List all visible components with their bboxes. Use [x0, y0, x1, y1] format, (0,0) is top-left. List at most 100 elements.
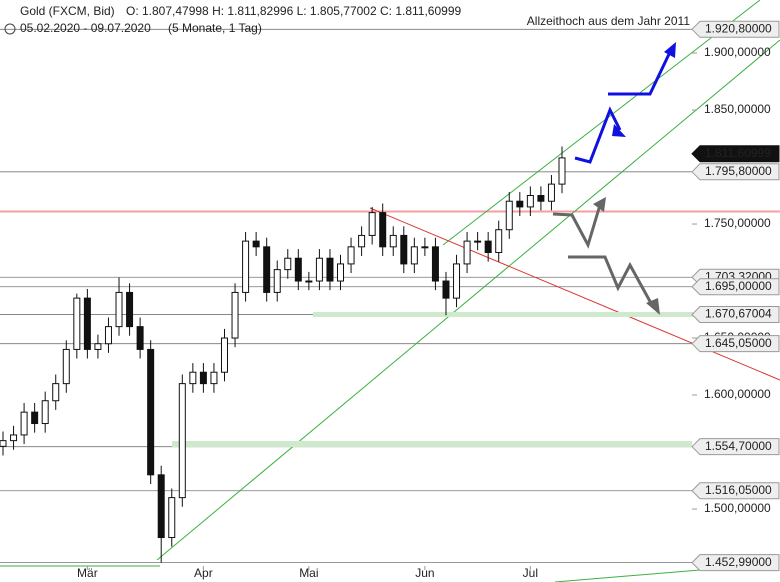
candle-body: [305, 280, 313, 283]
level-label: 1.554,70000: [705, 439, 772, 453]
x-tick-label: Apr: [194, 566, 213, 580]
candle-body: [315, 257, 323, 282]
level-label: 1.645,05000: [705, 336, 772, 350]
candle-body: [147, 348, 155, 476]
candle-body: [220, 337, 228, 373]
candle-body: [52, 383, 60, 402]
level-label: 1.516,05000: [705, 483, 772, 497]
candle-body: [157, 474, 165, 539]
scenario-arrow: [552, 204, 602, 249]
level-box: [691, 20, 780, 38]
header-period: (5 Monate, 1 Tag): [168, 21, 262, 35]
candle-body: [389, 234, 397, 248]
candle-body: [263, 246, 271, 293]
level-label: 1.452,99000: [705, 555, 772, 569]
clock-icon: [4, 23, 16, 35]
candle-body: [495, 229, 503, 254]
candle-body: [83, 297, 91, 350]
candle-body: [368, 212, 376, 236]
x-tick-label: Mai: [299, 566, 318, 580]
arrowhead: [664, 42, 676, 58]
annotation: Allzeithoch aus dem Jahr 2011: [527, 14, 691, 28]
support-band: [172, 441, 692, 447]
candle-body: [126, 291, 134, 328]
y-tick-label: 1.900,00000: [704, 45, 771, 59]
arrowhead: [593, 197, 606, 212]
candle-body: [231, 291, 239, 339]
candle-body: [484, 240, 492, 254]
trend-channel-lower: [156, 39, 780, 561]
header-title: Gold (FXCM, Bid): [20, 4, 115, 18]
candle-body: [252, 240, 260, 248]
candle-body: [547, 183, 555, 202]
level-box: [691, 163, 780, 181]
candle-body: [505, 200, 513, 231]
trend-base: [554, 569, 701, 582]
candle-body: [210, 371, 218, 385]
arrowhead: [612, 124, 626, 137]
candle-body: [94, 343, 102, 350]
candle-body: [242, 240, 250, 293]
candle-body: [442, 280, 450, 299]
y-tick-label: 1.750,00000: [704, 216, 771, 230]
level-box: [691, 554, 780, 572]
level-label: 1.695,00000: [705, 279, 772, 293]
level-label: 1.795,80000: [705, 164, 772, 178]
candle-body: [516, 200, 524, 208]
header-range: 05.02.2020 - 09.07.2020: [20, 21, 151, 35]
candle-body: [20, 411, 28, 436]
arrowhead: [646, 298, 660, 315]
y-tick-label: 1.500,00000: [704, 501, 771, 515]
candle-body: [168, 497, 176, 539]
candle-body: [41, 400, 49, 425]
level-box: [691, 438, 780, 456]
candle-body: [104, 326, 112, 345]
forecast-arrow: [574, 106, 622, 164]
y-tick-label: 1.850,00000: [704, 102, 771, 116]
header-ohlc: O: 1.807,47998 H: 1.811,82996 L: 1.805,7…: [126, 4, 461, 18]
candle-body: [379, 212, 387, 248]
level-label: 1.920,80000: [705, 21, 772, 35]
candle-body: [284, 257, 292, 271]
candle-body: [463, 240, 471, 265]
candle-body: [73, 297, 81, 350]
candle-body: [199, 371, 207, 385]
candle-body: [273, 269, 281, 293]
level-box: [691, 278, 780, 296]
candle-body: [115, 291, 123, 328]
forecast-arrow: [608, 51, 672, 96]
scenario-arrow: [568, 255, 654, 306]
x-tick-label: Mär: [77, 566, 98, 580]
candle-body: [537, 195, 545, 202]
candle-body: [347, 246, 355, 265]
level-box: [691, 335, 780, 353]
candle-body: [431, 246, 439, 282]
candle-body: [453, 263, 461, 299]
level-box: [691, 145, 780, 163]
x-tick-label: Jun: [415, 566, 434, 580]
candle-body: [558, 157, 566, 185]
trend-channel-upper: [442, 0, 761, 246]
candle-body: [421, 246, 429, 249]
candle-body: [474, 240, 482, 243]
level-label: 1.811,60999: [705, 146, 771, 160]
candle-body: [189, 371, 197, 385]
candle-body: [31, 411, 39, 425]
candle-body: [526, 195, 534, 208]
level-label: 1.670,67004: [705, 307, 772, 321]
candle-body: [136, 326, 144, 350]
x-tick-label: Jul: [523, 566, 538, 580]
candle-body: [294, 257, 302, 282]
candle-body: [62, 348, 70, 385]
candle-body: [0, 440, 7, 447]
support-band: [313, 312, 693, 317]
candle-body: [410, 246, 418, 265]
y-tick-label: 1.600,00000: [704, 387, 771, 401]
candle-body: [326, 257, 334, 282]
candle-body: [358, 234, 366, 248]
candle-body: [10, 434, 18, 442]
candle-body: [178, 383, 186, 499]
level-box: [691, 305, 780, 323]
